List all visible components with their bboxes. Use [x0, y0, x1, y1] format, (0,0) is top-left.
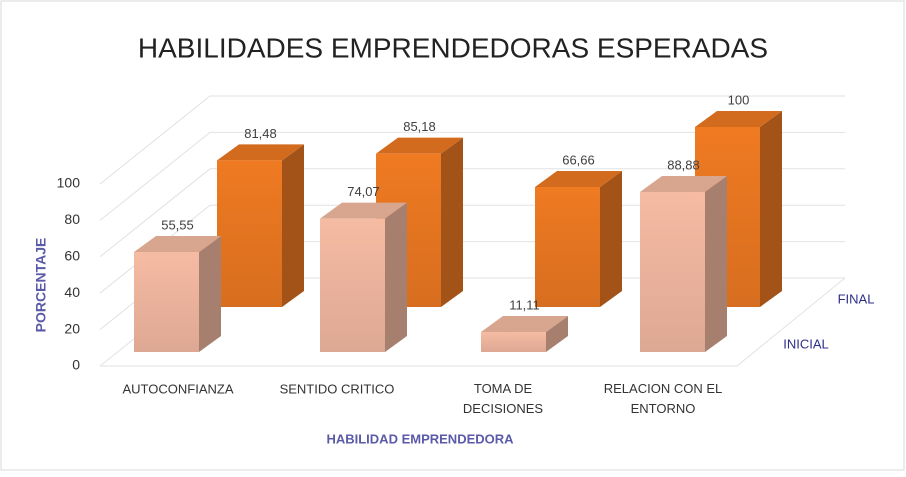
- series-label: FINAL: [838, 291, 875, 306]
- bar-top: [134, 236, 221, 253]
- grid-line: [99, 131, 845, 221]
- bar: [481, 316, 568, 352]
- bar-top: [535, 171, 622, 188]
- bar: [640, 176, 727, 352]
- x-tick-label: TOMA DE DECISIONES: [463, 381, 544, 416]
- x-tick-label: SENTIDO CRITICO: [280, 381, 395, 396]
- x-tick-label: RELACION CON EL ENTORNO: [604, 381, 722, 416]
- bar-front: [320, 218, 385, 352]
- value-label: 88,88: [667, 157, 700, 172]
- bar-top: [695, 111, 782, 127]
- bar-side: [282, 144, 304, 307]
- bar: [217, 144, 304, 307]
- value-label: 66,66: [562, 152, 595, 167]
- y-tick-label: 100: [57, 175, 81, 191]
- bar-front: [134, 252, 199, 352]
- bar: [535, 171, 622, 307]
- x-tick-label-line: TOMA DE: [474, 381, 533, 396]
- bar-front: [217, 160, 282, 307]
- bar: [320, 202, 407, 352]
- y-tick-label: 0: [72, 357, 80, 373]
- bar-front: [640, 192, 705, 352]
- y-tick-label: 80: [64, 211, 80, 227]
- bar-side: [600, 171, 622, 307]
- bar-front: [481, 332, 546, 352]
- chart-title: HABILIDADES EMPRENDEDORAS ESPERADAS: [138, 32, 768, 63]
- bar-top: [481, 316, 568, 333]
- value-label: 55,55: [161, 217, 194, 232]
- bar-side: [760, 111, 782, 307]
- x-tick-label-line: ENTORNO: [631, 401, 696, 416]
- y-tick-label: 40: [64, 284, 80, 300]
- grid-line: [99, 168, 845, 258]
- x-tick-label-line: DECISIONES: [463, 401, 544, 416]
- value-label: 11,11: [509, 297, 540, 312]
- x-axis-title: HABILIDAD EMPRENDEDORA: [326, 431, 514, 446]
- grid-line: [99, 95, 845, 185]
- floor-edge: [100, 277, 846, 367]
- bar-side: [546, 316, 568, 352]
- series-label: INICIAL: [783, 336, 829, 351]
- value-label: 74,07: [347, 184, 380, 199]
- bar-side: [385, 202, 407, 352]
- y-axis-title: PORCENTAJE: [33, 238, 49, 333]
- bar-side: [199, 236, 221, 352]
- bar: [134, 236, 221, 352]
- y-tick-label: 60: [64, 248, 80, 264]
- bar-top: [376, 137, 463, 154]
- bar-top: [640, 176, 727, 193]
- y-tick-label: 20: [64, 320, 80, 336]
- value-label: 100: [728, 92, 750, 107]
- x-tick-label: AUTOCONFIANZA: [123, 381, 234, 396]
- bar-side: [441, 137, 463, 307]
- value-label: 85,18: [403, 119, 436, 134]
- bar-front: [535, 187, 600, 307]
- bar-side: [705, 176, 727, 352]
- bar-top: [320, 202, 407, 219]
- x-tick-label-line: RELACION CON EL: [604, 381, 722, 396]
- bar-top: [217, 144, 304, 161]
- value-label: 81,48: [244, 126, 277, 141]
